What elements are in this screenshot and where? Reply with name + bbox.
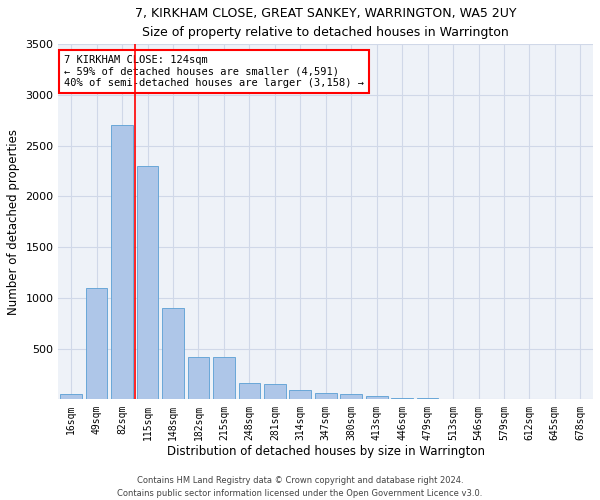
Bar	[315, 394, 337, 400]
Bar	[188, 357, 209, 400]
Bar	[239, 383, 260, 400]
Y-axis label: Number of detached properties: Number of detached properties	[7, 129, 20, 315]
Bar	[213, 357, 235, 400]
Text: Contains HM Land Registry data © Crown copyright and database right 2024.
Contai: Contains HM Land Registry data © Crown c…	[118, 476, 482, 498]
Bar	[340, 394, 362, 400]
Bar	[264, 384, 286, 400]
Bar	[137, 166, 158, 400]
Bar	[417, 398, 439, 400]
Bar	[162, 308, 184, 400]
Bar	[86, 288, 107, 400]
Bar	[61, 394, 82, 400]
Title: 7, KIRKHAM CLOSE, GREAT SANKEY, WARRINGTON, WA5 2UY
Size of property relative to: 7, KIRKHAM CLOSE, GREAT SANKEY, WARRINGT…	[135, 7, 517, 39]
Text: 7 KIRKHAM CLOSE: 124sqm
← 59% of detached houses are smaller (4,591)
40% of semi: 7 KIRKHAM CLOSE: 124sqm ← 59% of detache…	[64, 55, 364, 88]
Bar	[391, 398, 413, 400]
X-axis label: Distribution of detached houses by size in Warrington: Distribution of detached houses by size …	[167, 445, 485, 458]
Bar	[442, 399, 464, 400]
Bar	[289, 390, 311, 400]
Bar	[112, 126, 133, 400]
Bar	[366, 396, 388, 400]
